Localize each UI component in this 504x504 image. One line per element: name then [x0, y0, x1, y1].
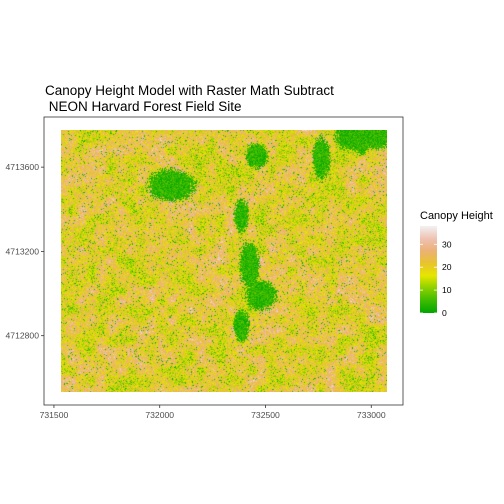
legend: Canopy Height 0 10 20 30	[420, 210, 493, 318]
x-axis: 731500 732000 732500 733000	[40, 405, 386, 420]
x-tick-label: 732000	[145, 410, 174, 420]
y-tick-label: 4712800	[6, 331, 40, 341]
legend-tick-label: 0	[442, 308, 447, 318]
legend-tick-label: 30	[442, 239, 452, 249]
y-tick-label: 4713600	[6, 162, 40, 172]
chart-title: Canopy Height Model with Raster Math Sub…	[45, 83, 334, 98]
x-tick-label: 732500	[251, 410, 280, 420]
y-tick-label: 4713200	[6, 246, 40, 256]
legend-ticks: 0 10 20 30	[420, 239, 452, 318]
chart-subtitle: NEON Harvard Forest Field Site	[45, 99, 242, 114]
legend-tick-label: 10	[442, 285, 452, 295]
x-tick-label: 733000	[357, 410, 386, 420]
legend-title: Canopy Height	[420, 210, 493, 222]
x-tick-label: 731500	[40, 410, 69, 420]
canopy-height-raster	[61, 130, 387, 392]
legend-colorbar	[420, 226, 437, 313]
legend-tick-label: 20	[442, 262, 452, 272]
canopy-height-raster-image	[61, 130, 387, 392]
y-axis: 4712800 4713200 4713600	[6, 162, 44, 341]
